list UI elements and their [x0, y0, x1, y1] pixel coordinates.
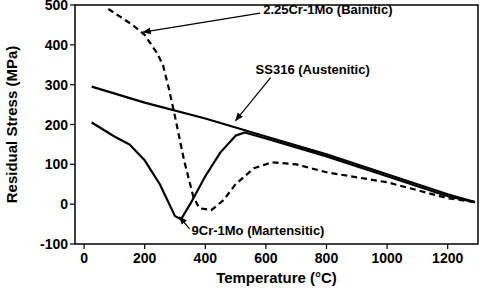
- y-tick-label: 0: [60, 196, 68, 212]
- y-tick: [70, 4, 75, 5]
- x-tick-label: 1200: [432, 250, 463, 266]
- x-tick: [447, 244, 448, 249]
- y-tick: [70, 164, 75, 165]
- y-tick: [70, 124, 75, 125]
- y-tick: [70, 204, 75, 205]
- y-axis-label: Residual Stress (MPa): [3, 46, 20, 204]
- x-tick-label: 0: [80, 250, 88, 266]
- y-tick: [70, 243, 75, 244]
- annotation: 9Cr-1Mo (Martensitic): [192, 223, 325, 238]
- series-group: [92, 9, 475, 219]
- x-tick-label: 200: [133, 250, 157, 266]
- series-line: [108, 9, 475, 210]
- x-tick: [326, 244, 327, 249]
- x-tick: [144, 244, 145, 249]
- chart: 0 200 400 600 800 1000 1200 -100 0 100 200 300 400 50…: [0, 0, 500, 289]
- x-tick-label: 1000: [372, 250, 403, 266]
- y-tick: [70, 84, 75, 85]
- y-tick-label: 300: [45, 77, 69, 93]
- y-tick-label: -100: [40, 236, 68, 252]
- y-tick-label: 500: [45, 0, 69, 13]
- x-tick: [386, 244, 387, 249]
- x-tick: [83, 244, 84, 249]
- annotation: 2.25Cr-1Mo (Bainitic): [263, 2, 392, 17]
- series-line: [92, 123, 475, 220]
- x-axis-label: Temperature (°C): [216, 269, 337, 286]
- plot-frame: [75, 5, 478, 244]
- y-tick: [70, 44, 75, 45]
- x-tick-label: 400: [194, 250, 218, 266]
- annotation-arrow: [180, 217, 190, 229]
- y-tick-label: 200: [45, 117, 69, 133]
- y-tick-label: 400: [45, 37, 69, 53]
- x-tick-label: 800: [315, 250, 339, 266]
- x-tick-label: 600: [254, 250, 278, 266]
- y-tick-label: 100: [45, 156, 69, 172]
- x-tick: [205, 244, 206, 249]
- x-tick: [265, 244, 266, 249]
- annotation: SS316 (Austenitic): [256, 62, 370, 77]
- annotation-arrow: [236, 78, 271, 121]
- annotation-arrow: [143, 13, 260, 32]
